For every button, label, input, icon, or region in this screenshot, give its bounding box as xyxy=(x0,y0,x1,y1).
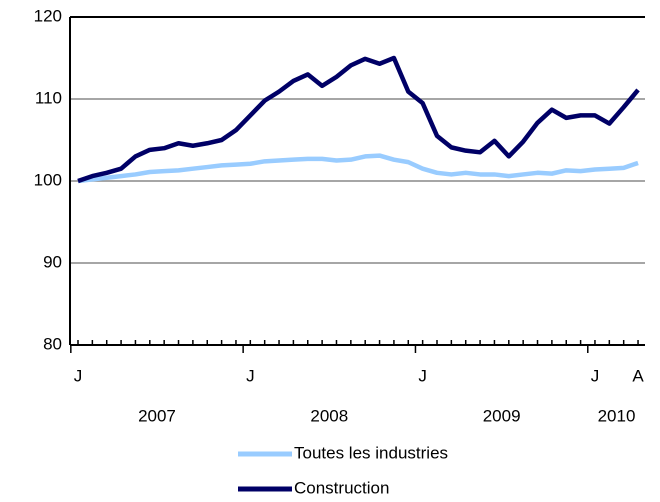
x-tick-label: J xyxy=(591,366,600,385)
year-label: 2010 xyxy=(598,406,636,425)
y-tick-label: 120 xyxy=(34,6,62,25)
year-label: 2009 xyxy=(483,406,521,425)
line xyxy=(77,153,639,184)
y-tick-label: 80 xyxy=(43,334,62,353)
year-label: 2007 xyxy=(138,406,176,425)
x-tick-label: J xyxy=(246,366,255,385)
year-label: 2008 xyxy=(310,406,348,425)
x-tick-label: A xyxy=(632,366,644,385)
x-tick-label: J xyxy=(74,366,83,385)
legend-label: Construction xyxy=(294,478,389,497)
y-tick-label: 100 xyxy=(34,170,62,189)
y-tick-label: 90 xyxy=(43,252,62,271)
y-tick-label: 110 xyxy=(35,88,62,107)
legend-label: Toutes les industries xyxy=(294,443,448,462)
line xyxy=(77,55,640,184)
x-tick-label: J xyxy=(418,366,427,385)
